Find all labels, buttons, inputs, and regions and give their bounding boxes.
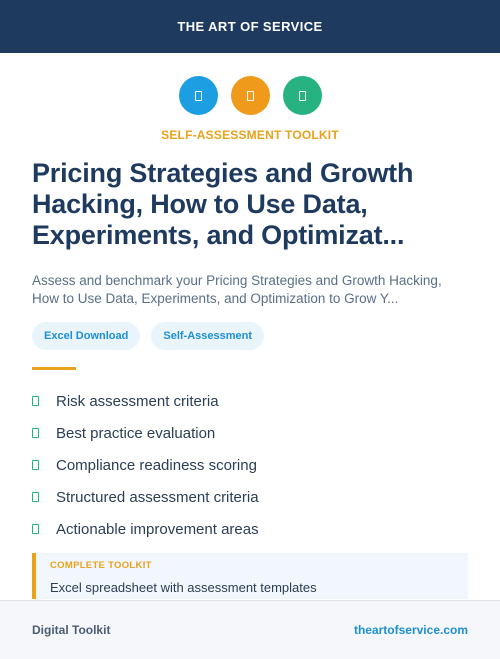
document-icon — [178, 76, 218, 115]
feature-list: Risk assessment criteria Best practice e… — [32, 385, 259, 545]
feature-label: Compliance readiness scoring — [56, 456, 257, 474]
complete-toolkit-callout: COMPLETE TOOLKIT Excel spreadsheet with … — [32, 553, 468, 599]
feature-label: Best practice evaluation — [56, 424, 216, 442]
tag-excel-download: Excel Download — [32, 322, 141, 350]
feature-label: Structured assessment criteria — [56, 488, 259, 506]
check-icon — [32, 396, 39, 406]
toolkit-kicker: SELF-ASSESSMENT TOOLKIT — [161, 128, 339, 142]
feature-item: Best practice evaluation — [32, 417, 259, 449]
feature-item: Risk assessment criteria — [32, 385, 259, 417]
callout-kicker: COMPLETE TOOLKIT — [50, 560, 152, 571]
feature-item: Compliance readiness scoring — [32, 449, 259, 481]
callout-text: Excel spreadsheet with assessment templa… — [50, 580, 317, 595]
brand-title: THE ART OF SERVICE — [177, 19, 323, 34]
tag-self-assessment: Self-Assessment — [151, 322, 265, 350]
feature-label: Actionable improvement areas — [56, 520, 259, 538]
accent-divider — [32, 367, 76, 370]
feature-item: Structured assessment criteria — [32, 481, 259, 513]
check-icon — [32, 492, 39, 502]
document-icon — [230, 76, 270, 115]
icon-row — [0, 76, 500, 115]
page-subtitle: Assess and benchmark your Pricing Strate… — [32, 273, 442, 306]
check-icon — [32, 460, 39, 470]
document-icon — [282, 76, 322, 115]
footer-label: Digital Toolkit — [32, 623, 111, 637]
feature-label: Risk assessment criteria — [56, 392, 219, 410]
header-bar: THE ART OF SERVICE — [0, 0, 500, 53]
document-glyph — [194, 90, 202, 101]
page-title: Pricing Strategies and Growth Hacking, H… — [32, 158, 414, 250]
check-icon — [32, 524, 39, 534]
tag-list: Excel Download Self-Assessment — [32, 322, 265, 350]
feature-item: Actionable improvement areas — [32, 513, 259, 545]
website-link[interactable]: theartofservice.com — [353, 623, 468, 637]
document-glyph — [298, 90, 306, 101]
document-glyph — [246, 90, 254, 101]
check-icon — [32, 428, 39, 438]
footer-bar: Digital Toolkit theartofservice.com — [0, 600, 500, 659]
